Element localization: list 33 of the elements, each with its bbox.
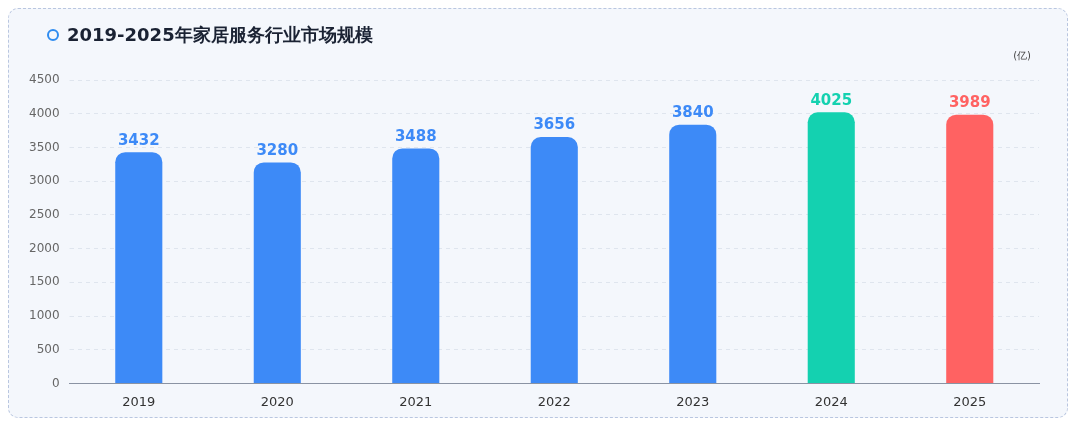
data-label: 3840 — [671, 103, 714, 122]
bar — [392, 148, 440, 383]
bar — [946, 114, 994, 383]
y-tick-label: 500 — [36, 341, 60, 356]
x-tick-label: 2025 — [953, 393, 987, 409]
x-tick-label: 2022 — [537, 393, 571, 409]
bar — [807, 112, 855, 383]
x-tick-label: 2020 — [260, 393, 294, 409]
y-tick-label: 3500 — [28, 139, 60, 154]
y-tick-label: 3000 — [28, 173, 60, 188]
y-tick-label: 2500 — [28, 207, 60, 222]
y-tick-label: 4500 — [28, 72, 60, 87]
y-tick-label: 4000 — [28, 106, 60, 121]
data-label: 4025 — [810, 90, 853, 109]
chart-title: 2019-2025年家居服务行业市场规模 — [67, 23, 373, 47]
y-tick-label: 0 — [51, 375, 60, 390]
data-label: 3656 — [533, 115, 576, 134]
data-label: 3989 — [948, 93, 991, 112]
data-label: 3488 — [394, 126, 437, 145]
data-label: 3432 — [117, 130, 160, 149]
bar — [530, 137, 578, 383]
x-tick-label: 2023 — [676, 393, 710, 409]
bar — [115, 152, 163, 383]
x-tick-label: 2021 — [399, 393, 433, 409]
data-label: 3280 — [256, 140, 299, 159]
y-tick-label: 1500 — [28, 274, 60, 289]
x-tick-label: 2024 — [814, 393, 848, 409]
y-axis-title: (亿) — [1013, 49, 1031, 63]
bar — [253, 162, 301, 383]
y-tick-label: 1000 — [28, 308, 60, 323]
y-tick-label: 2000 — [28, 240, 60, 255]
x-tick-label: 2019 — [122, 393, 156, 409]
bar — [669, 124, 717, 383]
